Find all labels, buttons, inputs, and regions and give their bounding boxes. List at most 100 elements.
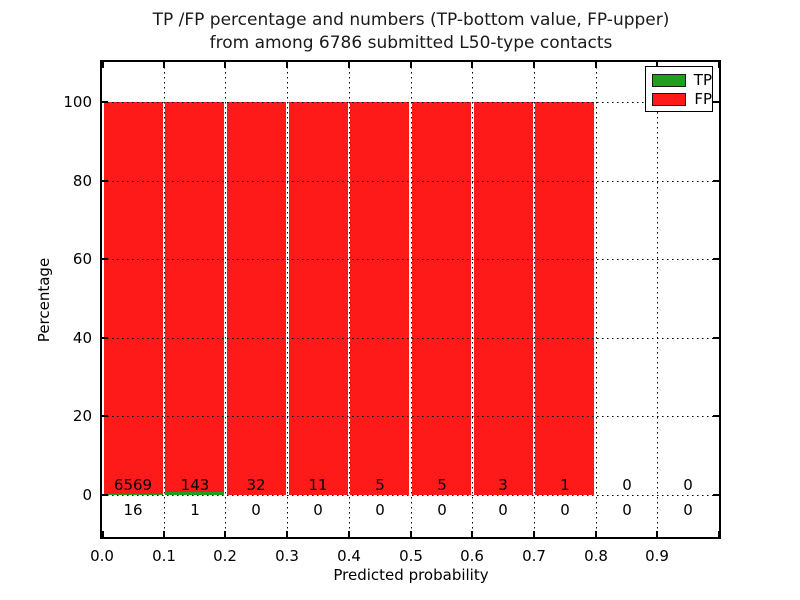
- bar-fp-4: [350, 102, 409, 495]
- y-tick-mark-left: [102, 337, 108, 339]
- tp-count-label-8: 0: [622, 501, 632, 519]
- x-tick-mark-top: [533, 62, 535, 68]
- bar-tp-1: [165, 492, 224, 495]
- x-tick-mark-top: [348, 62, 350, 68]
- grid-line-x-9: [657, 62, 658, 537]
- x-tick-mark-top: [163, 62, 165, 68]
- grid-line-x-2: [225, 62, 226, 537]
- y-tick-label-100: 100: [63, 93, 92, 111]
- grid-line-x-4: [349, 62, 350, 537]
- chart-title-line1: TP /FP percentage and numbers (TP-bottom…: [152, 10, 670, 30]
- fp-legend-swatch: [652, 93, 687, 106]
- tp-count-label-9: 0: [683, 501, 693, 519]
- x-tick-mark-bottom: [286, 531, 288, 537]
- legend-item-fp: FP: [652, 90, 712, 109]
- bar-fp-3: [289, 102, 348, 495]
- fp-count-label-3: 11: [308, 476, 328, 494]
- tp-count-label-6: 0: [498, 501, 508, 519]
- x-tick-label-0.7: 0.7: [522, 547, 546, 565]
- y-tick-mark-right: [713, 415, 719, 417]
- y-tick-mark-right: [713, 258, 719, 260]
- grid-line-y-0: [102, 495, 719, 496]
- tp-count-label-4: 0: [375, 501, 385, 519]
- grid-line-y-100: [102, 102, 719, 103]
- bar-tp-0: [104, 494, 163, 495]
- tp-count-label-7: 0: [560, 501, 570, 519]
- fp-count-label-6: 3: [498, 476, 508, 494]
- tp-legend-label: TP: [693, 71, 712, 89]
- x-tick-mark-top: [224, 62, 226, 68]
- x-tick-label-0.9: 0.9: [645, 547, 669, 565]
- bar-fp-0: [104, 102, 163, 494]
- x-axis-label: Predicted probability: [333, 566, 489, 584]
- x-tick-label-0.6: 0.6: [460, 547, 484, 565]
- y-tick-mark-left: [102, 258, 108, 260]
- x-tick-mark-bottom: [471, 531, 473, 537]
- x-tick-label-0.8: 0.8: [584, 547, 608, 565]
- fp-count-label-4: 5: [375, 476, 385, 494]
- fp-count-label-1: 143: [180, 476, 210, 494]
- y-tick-label-40: 40: [72, 329, 92, 347]
- plot-area: TP FP 6569 16 143 1 32 0 11 0 5 0 5 0 3 0 1 0 0 0 0 0: [100, 60, 721, 539]
- fp-count-label-0: 6569: [113, 476, 153, 494]
- bar-fp-6: [474, 102, 533, 495]
- grid-line-y-80: [102, 181, 719, 182]
- x-tick-mark-bottom: [533, 531, 535, 537]
- y-tick-mark-left: [102, 415, 108, 417]
- bar-fp-5: [412, 102, 471, 495]
- tp-count-label-0: 16: [123, 501, 143, 519]
- x-tick-mark-top: [656, 62, 658, 68]
- fp-count-label-8: 0: [622, 476, 632, 494]
- x-tick-label-0.3: 0.3: [275, 547, 299, 565]
- x-tick-mark-bottom: [656, 531, 658, 537]
- bar-fp-7: [535, 102, 594, 495]
- x-tick-mark-top: [595, 62, 597, 68]
- tp-count-label-1: 1: [190, 501, 200, 519]
- x-tick-mark-bottom: [163, 531, 165, 537]
- x-tick-mark-top: [286, 62, 288, 68]
- x-tick-mark-bottom: [410, 531, 412, 537]
- x-tick-label-0.2: 0.2: [213, 547, 237, 565]
- fp-count-label-5: 5: [437, 476, 447, 494]
- x-tick-mark-top: [410, 62, 412, 68]
- x-tick-mark-top: [102, 62, 104, 68]
- x-tick-mark-top: [471, 62, 473, 68]
- y-tick-mark-left: [102, 494, 108, 496]
- grid-line-x-1: [164, 62, 165, 537]
- x-tick-mark-bottom: [224, 531, 226, 537]
- grid-line-x-3: [287, 62, 288, 537]
- x-tick-mark-bottom: [718, 531, 720, 537]
- grid-line-x-5: [411, 62, 412, 537]
- grid-line-x-6: [472, 62, 473, 537]
- x-tick-label-0.1: 0.1: [152, 547, 176, 565]
- chart-title: TP /FP percentage and numbers (TP-bottom…: [100, 9, 722, 55]
- bar-fp-1: [165, 102, 224, 492]
- tp-legend-swatch: [652, 74, 686, 87]
- y-tick-mark-right: [713, 337, 719, 339]
- y-tick-mark-left: [102, 101, 108, 103]
- tp-count-label-3: 0: [313, 501, 323, 519]
- fp-count-label-7: 1: [560, 476, 570, 494]
- bar-fp-2: [227, 102, 286, 495]
- legend: TP FP: [645, 66, 713, 112]
- fp-count-label-2: 32: [246, 476, 266, 494]
- y-tick-label-80: 80: [72, 172, 92, 190]
- x-tick-label-0.0: 0.0: [90, 547, 114, 565]
- y-tick-mark-right: [713, 180, 719, 182]
- x-tick-mark-bottom: [348, 531, 350, 537]
- tp-count-label-5: 0: [437, 501, 447, 519]
- fp-count-label-9: 0: [683, 476, 693, 494]
- y-tick-label-0: 0: [82, 486, 92, 504]
- grid-line-x-8: [596, 62, 597, 537]
- x-tick-label-0.5: 0.5: [399, 547, 423, 565]
- x-tick-label-0.4: 0.4: [337, 547, 361, 565]
- y-tick-mark-right: [713, 494, 719, 496]
- y-tick-mark-left: [102, 180, 108, 182]
- grid-line-y-40: [102, 338, 719, 339]
- y-tick-mark-right: [713, 101, 719, 103]
- x-tick-mark-top: [718, 62, 720, 68]
- tp-count-label-2: 0: [251, 501, 261, 519]
- y-tick-label-60: 60: [72, 250, 92, 268]
- x-tick-mark-bottom: [102, 531, 104, 537]
